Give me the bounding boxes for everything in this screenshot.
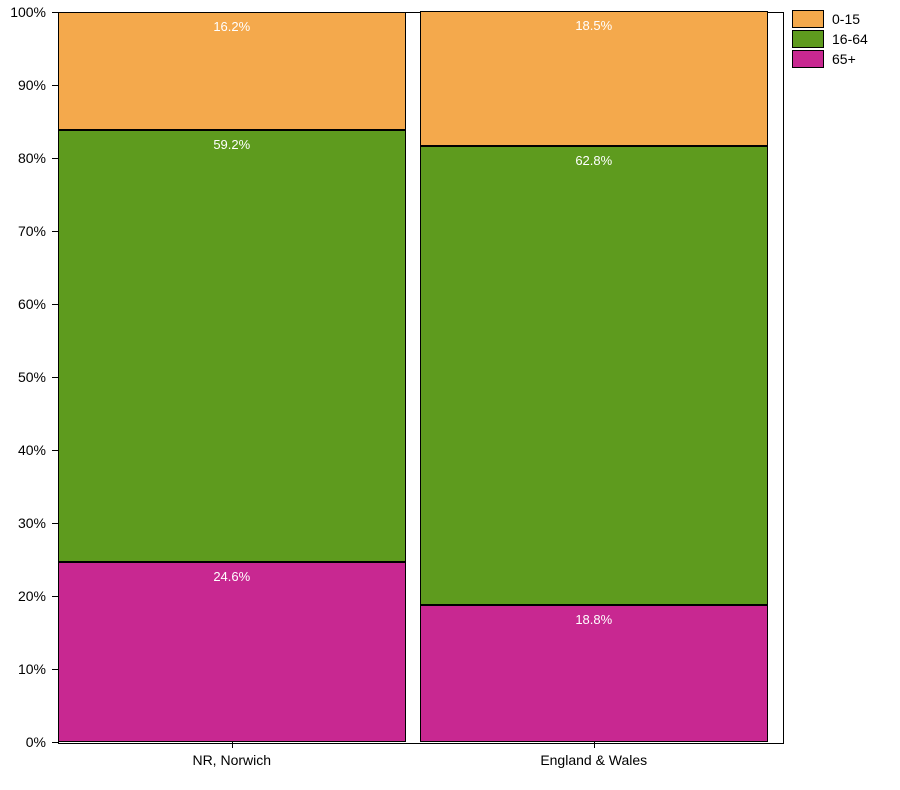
bar-segment: 18.8% [420, 605, 768, 742]
y-tick-label: 60% [0, 296, 46, 312]
legend-label: 16-64 [832, 31, 868, 47]
segment-label: 62.8% [575, 153, 612, 168]
bar-segment: 24.6% [58, 562, 406, 742]
bar-segment: 16.2% [58, 12, 406, 130]
y-tick-label: 10% [0, 661, 46, 677]
x-tick-mark [594, 742, 595, 748]
y-tick-label: 100% [0, 4, 46, 20]
legend-swatch [792, 50, 824, 68]
y-tick-label: 90% [0, 77, 46, 93]
segment-label: 18.8% [575, 612, 612, 627]
y-tick-mark [52, 742, 58, 743]
legend-item: 0-15 [792, 10, 868, 28]
y-tick-label: 0% [0, 734, 46, 750]
x-tick-mark [232, 742, 233, 748]
legend: 0-15 16-64 65+ [792, 10, 868, 70]
segment-label: 18.5% [575, 18, 612, 33]
legend-item: 65+ [792, 50, 868, 68]
legend-swatch [792, 30, 824, 48]
y-tick-label: 80% [0, 150, 46, 166]
x-category-label: England & Wales [540, 752, 647, 768]
legend-item: 16-64 [792, 30, 868, 48]
legend-swatch [792, 10, 824, 28]
segment-label: 59.2% [213, 137, 250, 152]
bar-segment: 62.8% [420, 146, 768, 604]
legend-label: 0-15 [832, 11, 860, 27]
chart-container: 0-15 16-64 65+ 0% 10% 20% 30% 40% 50% 60% 70% 80% 9… [0, 0, 900, 790]
y-tick-label: 30% [0, 515, 46, 531]
y-tick-label: 70% [0, 223, 46, 239]
bar-segment: 59.2% [58, 130, 406, 562]
x-category-label: NR, Norwich [192, 752, 271, 768]
segment-label: 24.6% [213, 569, 250, 584]
segment-label: 16.2% [213, 19, 250, 34]
y-tick-label: 50% [0, 369, 46, 385]
y-tick-label: 40% [0, 442, 46, 458]
y-tick-label: 20% [0, 588, 46, 604]
legend-label: 65+ [832, 51, 856, 67]
bar-segment: 18.5% [420, 11, 768, 146]
